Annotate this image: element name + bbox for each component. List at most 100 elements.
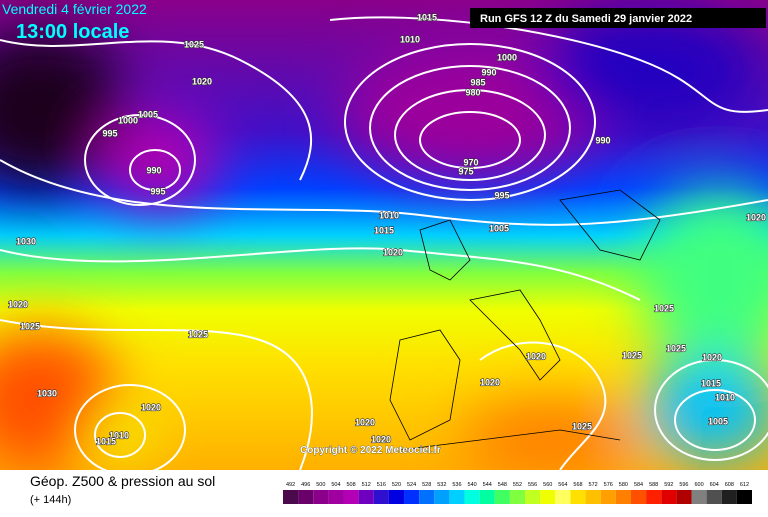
isobar-label: 1010 <box>715 392 735 402</box>
colorbar-cell <box>691 490 707 504</box>
footer-lead: (+ 144h) <box>30 494 71 506</box>
isobar-label: 1025 <box>666 343 686 353</box>
colorbar-label: 536 <box>452 482 461 488</box>
isobar-label: 990 <box>595 135 610 145</box>
isobar-label: 1020 <box>746 212 766 222</box>
date-label: Vendredi 4 février 2022 <box>2 1 147 17</box>
colorbar-cell <box>630 490 647 504</box>
colorbar-label: 580 <box>619 482 628 488</box>
colorbar-label: 524 <box>407 482 416 488</box>
colorbar-cell <box>298 490 314 504</box>
isobar-label: 975 <box>458 166 473 176</box>
isobar-label: 1030 <box>37 388 57 398</box>
colorbar-cell <box>388 490 405 504</box>
colorbar-label: 492 <box>286 482 295 488</box>
colorbar-cell <box>676 490 692 504</box>
colorbar-label: 560 <box>543 482 552 488</box>
isobar-label: 1020 <box>141 402 161 412</box>
isobar-label: 1020 <box>192 76 212 86</box>
colorbar-label: 496 <box>301 482 310 488</box>
colorbar-label: 512 <box>362 482 371 488</box>
isobar-label: 1020 <box>8 299 28 309</box>
colorbar-label: 516 <box>377 482 386 488</box>
time-label: 13:00 locale <box>16 21 129 43</box>
isobar-label: 970 <box>463 157 478 167</box>
colorbar-label: 564 <box>558 482 567 488</box>
isobar-label: 1015 <box>374 225 394 235</box>
colorbar-cell <box>600 490 616 504</box>
copyright: Copyright © 2022 Meteociel.fr <box>300 445 441 456</box>
isobar-label: 1005 <box>708 416 728 426</box>
isobar-label: 1000 <box>118 115 138 125</box>
colorbar-cell <box>358 490 374 504</box>
colorbar-cell <box>328 490 344 504</box>
colorbar-cell <box>343 490 359 504</box>
colorbar-cell <box>509 490 526 504</box>
isobar-label: 990 <box>146 165 161 175</box>
colorbar-cell <box>404 490 420 504</box>
isobar-label: 980 <box>465 87 480 97</box>
colorbar-label: 544 <box>483 482 492 488</box>
colorbar-cell <box>494 490 510 504</box>
colorbar-cell <box>736 490 752 504</box>
colorbar-label: 588 <box>649 482 658 488</box>
footer-title: Géop. Z500 & pression au sol <box>30 473 215 489</box>
isobar-label: 1020 <box>371 434 391 444</box>
colorbar-cell <box>721 490 737 504</box>
colorbar-label: 604 <box>710 482 719 488</box>
isobar-label: 1005 <box>138 109 158 119</box>
isobar-label: 1005 <box>489 223 509 233</box>
isobar-label: 985 <box>470 77 485 87</box>
colorbar-label: 520 <box>392 482 401 488</box>
colorbar-label: 572 <box>589 482 598 488</box>
isobar-label: 1020 <box>702 352 722 362</box>
colorbar-label: 508 <box>346 482 355 488</box>
colorbar-cell <box>540 490 556 504</box>
colorbar-cell <box>283 490 299 504</box>
map-background <box>0 0 768 470</box>
isobar-label: 990 <box>481 67 496 77</box>
run-box <box>470 8 766 28</box>
isobar-label: 995 <box>102 128 117 138</box>
colorbar-label: 576 <box>604 482 613 488</box>
isobar-label: 1020 <box>480 377 500 387</box>
colorbar-cell <box>661 490 677 504</box>
isobar-label: 1025 <box>622 350 642 360</box>
colorbar-label: 608 <box>725 482 734 488</box>
isobar-label: 1020 <box>355 417 375 427</box>
colorbar-label: 548 <box>498 482 507 488</box>
colorbar-cell <box>479 490 495 504</box>
isobars <box>0 16 768 470</box>
isobar-label: 1025 <box>572 421 592 431</box>
colorbar-cell <box>373 490 389 504</box>
isobar-label: 1025 <box>188 329 208 339</box>
colorbar-cell <box>615 490 631 504</box>
isobar-label: 1010 <box>379 210 399 220</box>
colorbar-cell <box>555 490 571 504</box>
colorbar-cell <box>570 490 586 504</box>
colorbar-label: 500 <box>316 482 325 488</box>
colorbar-cell <box>449 490 465 504</box>
isobar-label: 1015 <box>701 378 721 388</box>
colorbar-label: 556 <box>528 482 537 488</box>
colorbar-cell <box>525 490 541 504</box>
isobar-label: 995 <box>494 190 509 200</box>
colorbar-label: 600 <box>694 482 703 488</box>
colorbar-label: 552 <box>513 482 522 488</box>
colorbar-label: 612 <box>740 482 749 488</box>
isobar-label: 1010 <box>109 430 129 440</box>
colorbar-label: 528 <box>422 482 431 488</box>
colorbar-label: 532 <box>437 482 446 488</box>
colorbar-cell <box>464 490 480 504</box>
colorbar-label: 596 <box>679 482 688 488</box>
isobar-label: 1015 <box>96 436 116 446</box>
colorbar-label: 504 <box>331 482 340 488</box>
isobar-label: 1025 <box>654 303 674 313</box>
colorbar-label: 568 <box>573 482 582 488</box>
colorbar-label: 592 <box>664 482 673 488</box>
isobar-label: 1000 <box>497 52 517 62</box>
isobar-label: 995 <box>150 186 165 196</box>
colorbar-cell <box>706 490 722 504</box>
colorbar-cell <box>646 490 662 504</box>
